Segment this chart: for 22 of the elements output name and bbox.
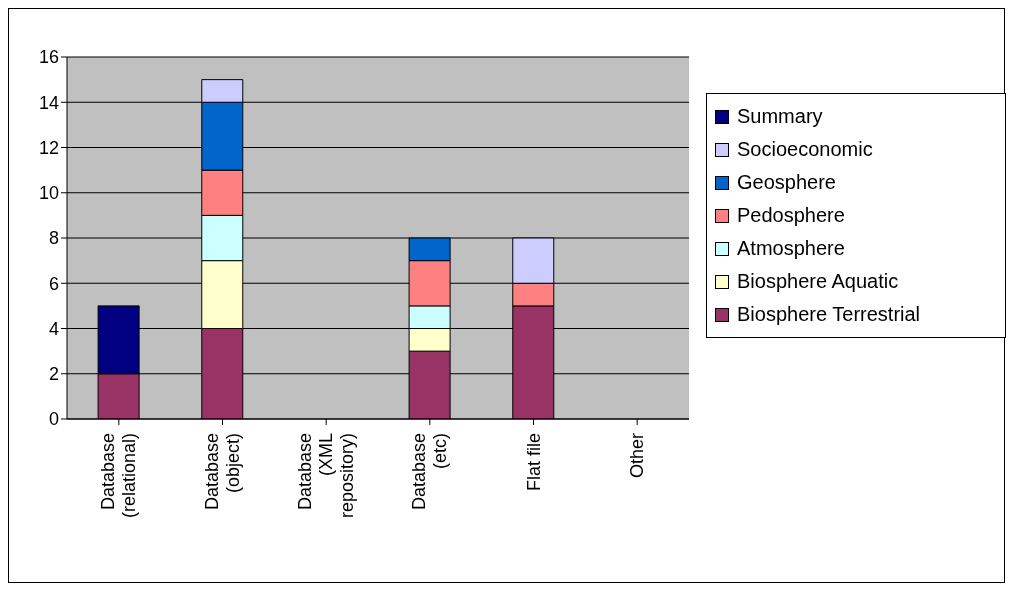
legend-label: Atmosphere	[737, 237, 845, 260]
y-tick-label: 10	[38, 183, 59, 204]
legend-label: Socioeconomic	[737, 138, 873, 161]
x-tick-label: Database (XML repository)	[295, 433, 358, 519]
x-tick-label: Database (etc)	[409, 433, 451, 511]
legend-label: Geosphere	[737, 171, 836, 194]
legend-label: Biosphere Terrestrial	[737, 303, 921, 326]
y-tick-label: 16	[38, 47, 59, 68]
x-tick-label: Database (relational)	[98, 433, 140, 519]
y-tick-label: 2	[48, 364, 59, 385]
x-tick-label: Database (object)	[202, 433, 243, 511]
legend-label: Pedosphere	[737, 204, 845, 227]
y-tick-label: 8	[48, 228, 59, 249]
y-tick-label: 12	[38, 137, 59, 158]
x-tick-label: Other	[627, 433, 648, 479]
y-tick-label: 14	[38, 92, 59, 113]
legend-label: Biosphere Aquatic	[737, 270, 899, 293]
legend-label: Summary	[737, 105, 823, 128]
y-tick-label: 6	[48, 273, 59, 294]
y-tick-label: 0	[48, 409, 59, 430]
y-tick-label: 4	[48, 318, 59, 339]
x-tick-label: Flat file	[523, 433, 544, 492]
